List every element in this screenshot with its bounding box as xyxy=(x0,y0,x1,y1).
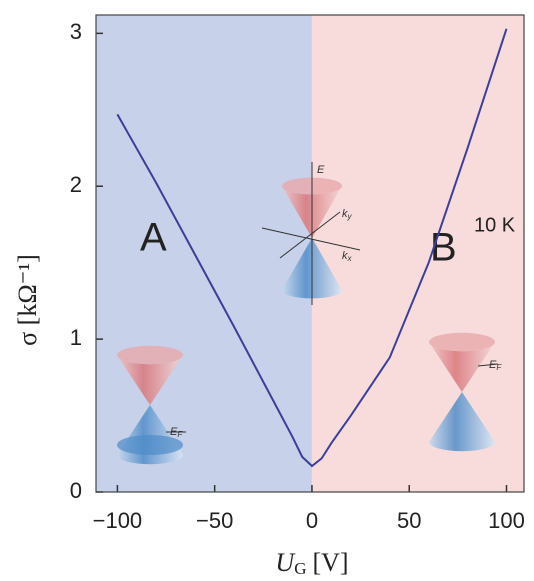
cone-rim xyxy=(429,332,495,352)
axis-arrow xyxy=(477,363,499,367)
y-tick-label: 2 xyxy=(70,172,82,197)
axis-arrow xyxy=(261,227,361,251)
inset-label: EF xyxy=(170,426,183,439)
region xyxy=(311,15,524,492)
inset-label-base: E xyxy=(489,359,497,371)
inset-label-base: k xyxy=(342,250,348,262)
inset-label-base: k xyxy=(342,208,348,220)
inset-label: E xyxy=(317,164,325,176)
annotation: 10 K xyxy=(474,214,516,236)
y-tick-label: 0 xyxy=(70,478,82,503)
x-tick-label: 100 xyxy=(488,508,525,533)
x-tick-label: 0 xyxy=(306,508,318,533)
x-tick-label: −100 xyxy=(93,508,143,533)
inset-label-sub: x xyxy=(347,254,353,263)
data-line xyxy=(116,28,508,468)
inset-label: kx xyxy=(342,250,353,263)
inset-label: EF xyxy=(489,359,502,372)
cone-rim xyxy=(117,345,183,365)
x-label-symbol: U xyxy=(275,548,296,577)
x-tick-label: −50 xyxy=(196,508,233,533)
x-label-unit: [V] xyxy=(312,548,348,577)
filled-band xyxy=(117,435,183,455)
annotation: A xyxy=(140,216,167,260)
cone-upper xyxy=(117,355,183,405)
x-label-subscript: G xyxy=(294,559,306,578)
inset-label: ky xyxy=(342,208,353,221)
axis-arrow xyxy=(279,211,341,259)
x-tick-label: 50 xyxy=(397,508,421,533)
plot-frame xyxy=(95,14,525,493)
region xyxy=(96,15,312,492)
inset-label-sub: F xyxy=(177,430,183,439)
inset-label-sub: y xyxy=(347,212,353,221)
cone-lower xyxy=(429,392,495,452)
x-axis-label: UG [V] xyxy=(275,548,348,578)
y-tick-label: 1 xyxy=(70,325,82,350)
cone-upper xyxy=(429,342,495,392)
inset-label-base: E xyxy=(170,426,178,438)
y-axis-label: σ [kΩ⁻¹] xyxy=(13,254,42,346)
y-tick-label: 3 xyxy=(70,19,82,44)
inset-label-sub: F xyxy=(496,363,502,372)
